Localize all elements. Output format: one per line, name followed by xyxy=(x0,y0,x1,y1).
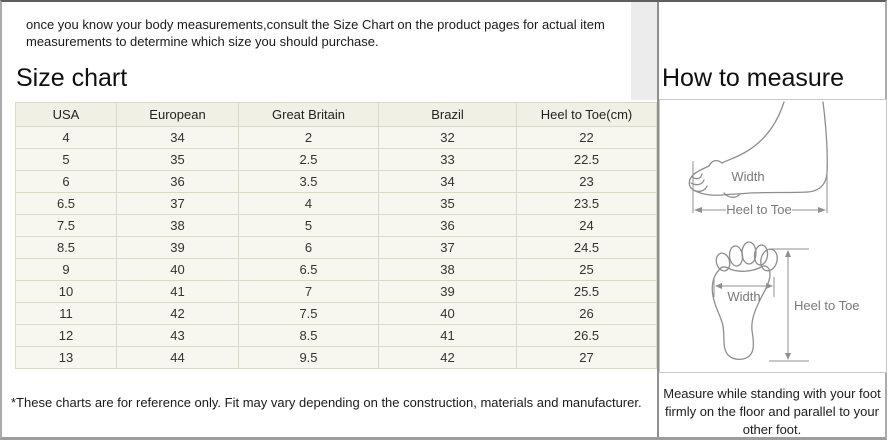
table-cell: 9 xyxy=(15,258,117,281)
table-row: 11 42 7.5 40 26 xyxy=(15,302,657,325)
table-cell: 34 xyxy=(116,126,239,149)
table-cell: 44 xyxy=(116,346,239,369)
table-cell: 10 xyxy=(15,280,117,303)
how-to-measure-title: How to measure xyxy=(662,64,845,92)
table-cell: 37 xyxy=(116,192,239,215)
table-row: 4 34 2 32 22 xyxy=(15,126,657,149)
table-cell: 35 xyxy=(378,192,517,215)
top-view-measurement: Width Heel to Toe xyxy=(713,248,860,362)
table-cell: 7.5 xyxy=(15,214,117,237)
column-header: Great Britain xyxy=(238,102,379,127)
table-cell: 11 xyxy=(15,302,117,325)
table-row: 5 35 2.5 33 22.5 xyxy=(15,148,657,171)
table-row: 6 36 3.5 34 23 xyxy=(15,170,657,193)
table-cell: 6 xyxy=(15,170,117,193)
table-cell: 40 xyxy=(116,258,239,281)
table-cell: 2.5 xyxy=(238,148,379,171)
table-cell: 6 xyxy=(238,236,379,259)
table-cell: 12 xyxy=(15,324,117,347)
table-cell: 36 xyxy=(116,170,239,193)
column-header: European xyxy=(116,102,239,127)
table-cell: 22.5 xyxy=(516,148,657,171)
table-cell: 23.5 xyxy=(516,192,657,215)
size-table-body: 4 34 2 32 22 5 35 2.5 33 22.5 6 36 3.5 34 23 6.5 37 4 35 23… xyxy=(15,126,657,369)
table-cell: 39 xyxy=(116,236,239,259)
size-conversion-table: USA European Great Britain Brazil Heel to To… xyxy=(15,102,657,369)
table-cell: 26 xyxy=(516,302,657,325)
size-table-header-row: USA European Great Britain Brazil Heel to To… xyxy=(15,102,657,127)
side-heel-to-toe-label: Heel to Toe xyxy=(726,202,792,217)
table-cell: 8.5 xyxy=(238,324,379,347)
side-width-label: Width xyxy=(731,169,764,184)
table-cell: 37 xyxy=(378,236,517,259)
table-cell: 34 xyxy=(378,170,517,193)
table-cell: 5 xyxy=(15,148,117,171)
table-cell: 5 xyxy=(238,214,379,237)
table-cell: 42 xyxy=(378,346,517,369)
table-cell: 41 xyxy=(116,280,239,303)
table-cell: 35 xyxy=(116,148,239,171)
table-cell: 36 xyxy=(378,214,517,237)
table-cell: 4 xyxy=(15,126,117,149)
intro-text: once you know your body measurements,con… xyxy=(26,17,605,50)
table-cell: 25 xyxy=(516,258,657,281)
table-cell: 22 xyxy=(516,126,657,149)
table-cell: 13 xyxy=(15,346,117,369)
table-cell: 6.5 xyxy=(238,258,379,281)
table-cell: 41 xyxy=(378,324,517,347)
table-cell: 9.5 xyxy=(238,346,379,369)
table-cell: 7 xyxy=(238,280,379,303)
table-cell: 38 xyxy=(378,258,517,281)
foot-measurement-diagram: Width Heel to Toe xyxy=(688,101,860,362)
table-row: 6.5 37 4 35 23.5 xyxy=(15,192,657,215)
side-view-measurement: Width Heel to Toe xyxy=(692,161,828,217)
column-header: Heel to Toe(cm) xyxy=(516,102,657,127)
table-row: 13 44 9.5 42 27 xyxy=(15,346,657,369)
table-cell: 8.5 xyxy=(15,236,117,259)
table-cell: 7.5 xyxy=(238,302,379,325)
table-cell: 24.5 xyxy=(516,236,657,259)
table-row: 9 40 6.5 38 25 xyxy=(15,258,657,281)
table-row: 7.5 38 5 36 24 xyxy=(15,214,657,237)
table-cell: 32 xyxy=(378,126,517,149)
table-cell: 42 xyxy=(116,302,239,325)
measurement-diagram-box: Width Heel to Toe xyxy=(659,99,887,373)
table-cell: 4 xyxy=(238,192,379,215)
size-chart-title: Size chart xyxy=(16,64,128,92)
table-cell: 25.5 xyxy=(516,280,657,303)
table-cell: 40 xyxy=(378,302,517,325)
table-cell: 38 xyxy=(116,214,239,237)
top-heel-to-toe-label: Heel to Toe xyxy=(794,298,860,313)
table-cell: 3.5 xyxy=(238,170,379,193)
measure-instruction-note: Measure while standing with your foot fi… xyxy=(663,386,881,438)
top-width-label: Width xyxy=(727,289,760,304)
column-header: Brazil xyxy=(378,102,517,127)
table-cell: 43 xyxy=(116,324,239,347)
divider-shading xyxy=(631,2,657,100)
table-cell: 26.5 xyxy=(516,324,657,347)
table-cell: 27 xyxy=(516,346,657,369)
table-row: 10 41 7 39 25.5 xyxy=(15,280,657,303)
panel-divider xyxy=(657,2,659,437)
table-cell: 23 xyxy=(516,170,657,193)
table-row: 12 43 8.5 41 26.5 xyxy=(15,324,657,347)
how-to-measure-panel: How to measure xyxy=(659,2,887,437)
table-cell: 33 xyxy=(378,148,517,171)
foot-top-view-icon xyxy=(711,241,778,361)
reference-footnote: *These charts are for reference only. Fi… xyxy=(11,395,642,410)
table-cell: 39 xyxy=(378,280,517,303)
table-row: 8.5 39 6 37 24.5 xyxy=(15,236,657,259)
column-header: USA xyxy=(15,102,117,127)
table-cell: 2 xyxy=(238,126,379,149)
table-cell: 6.5 xyxy=(15,192,117,215)
table-cell: 24 xyxy=(516,214,657,237)
size-chart-panel: once you know your body measurements,con… xyxy=(2,2,657,437)
